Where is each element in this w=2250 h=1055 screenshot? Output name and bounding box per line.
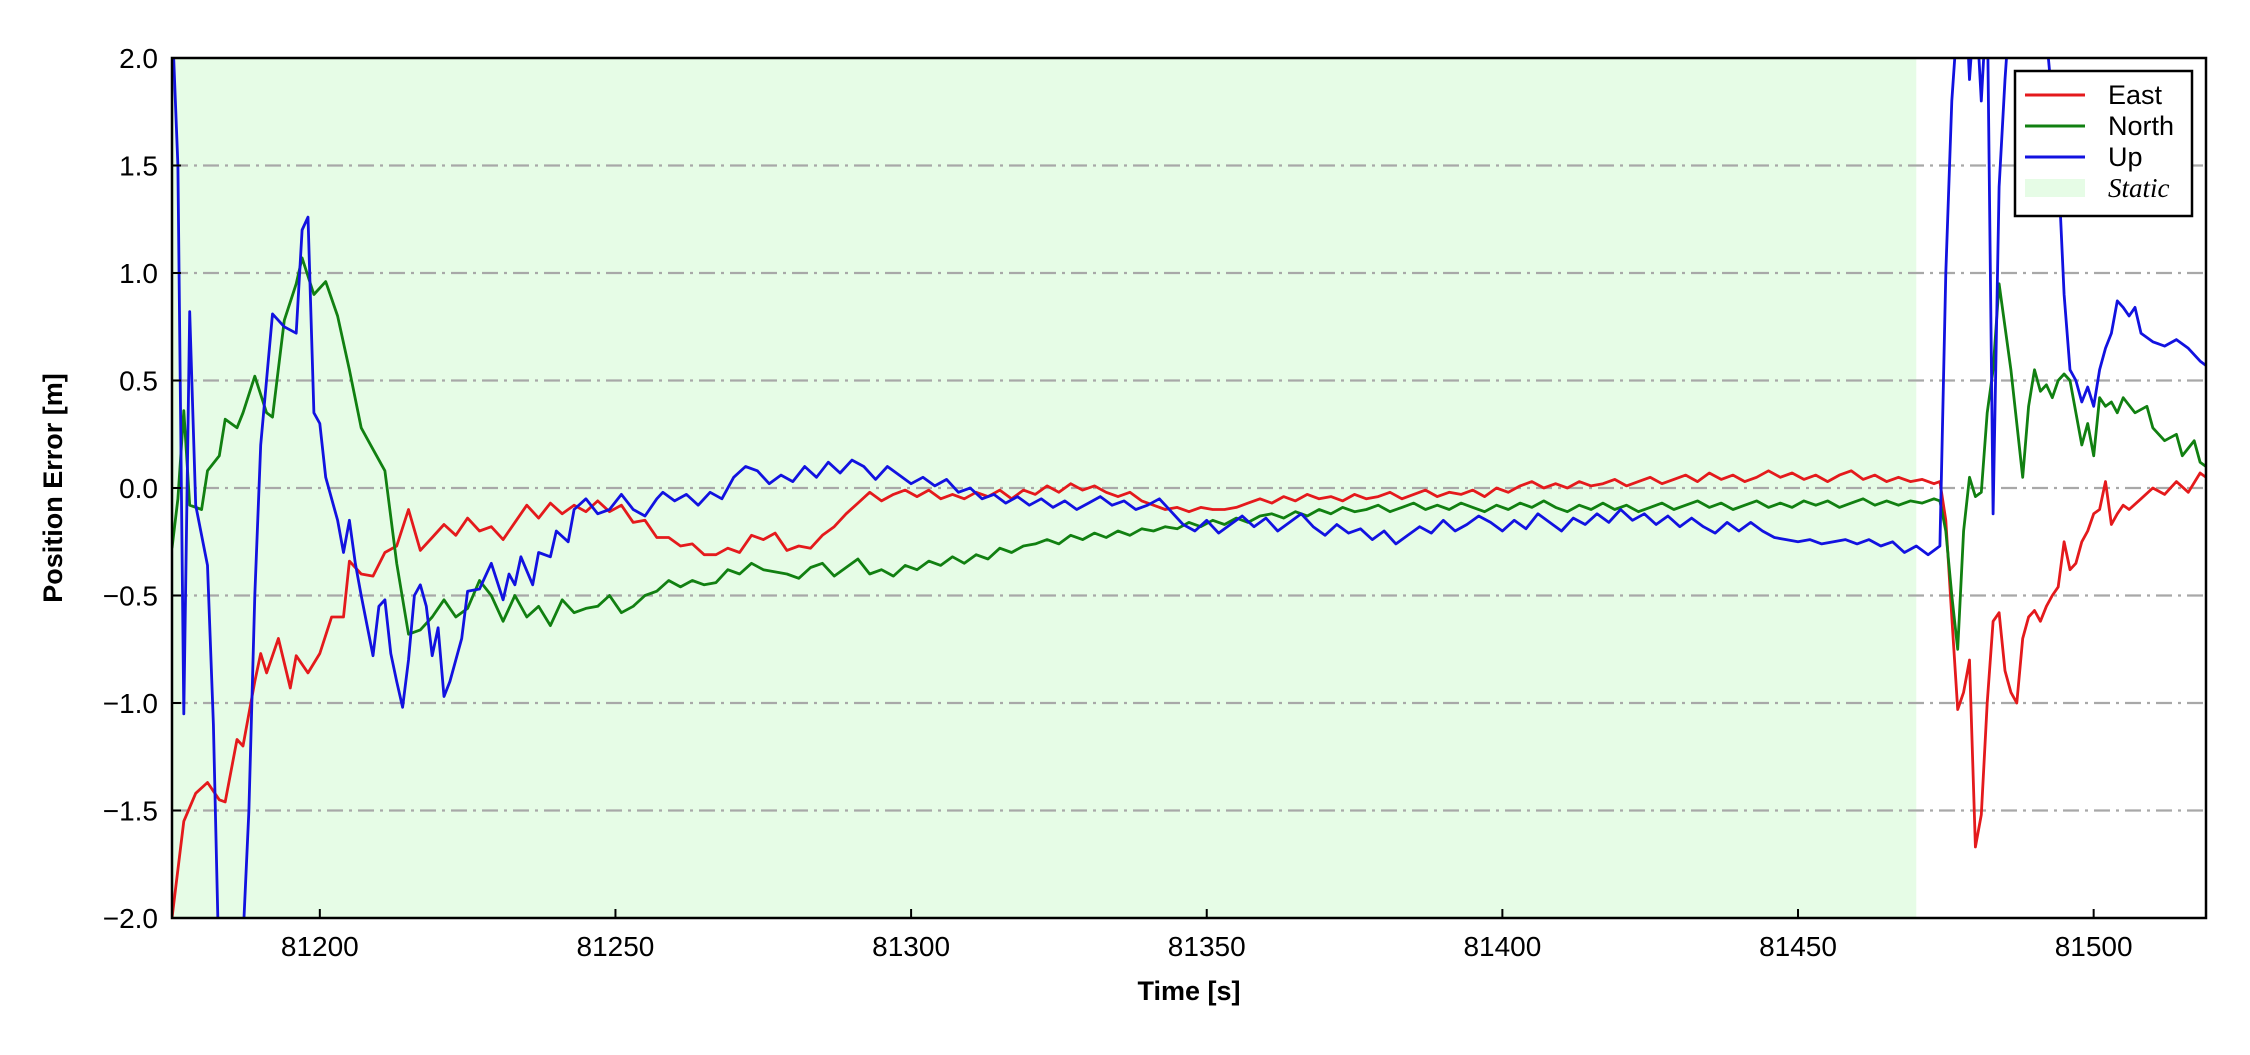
series-up-line	[172, 58, 2206, 918]
legend-label-north: North	[2108, 111, 2174, 141]
y-tick-label: 2.0	[119, 43, 158, 74]
x-tick-label: 81350	[1168, 931, 1246, 962]
legend-swatch-static	[2025, 179, 2085, 197]
legend-label-up: Up	[2108, 142, 2143, 172]
y-tick-label: −0.5	[103, 581, 158, 612]
y-tick-label: 0.5	[119, 366, 158, 397]
x-tick-label: 81400	[1463, 931, 1541, 962]
x-axis-title: Time [s]	[1137, 976, 1240, 1006]
x-tick-label: 81250	[577, 931, 655, 962]
y-tick-label: 1.5	[119, 151, 158, 182]
y-axis-title: Position Error [m]	[38, 373, 68, 603]
x-tick-label: 81500	[2055, 931, 2133, 962]
legend-label-static: Static	[2108, 173, 2170, 203]
y-tick-label: −1.5	[103, 796, 158, 827]
x-tick-label: 81450	[1759, 931, 1837, 962]
y-tick-label: 0.0	[119, 473, 158, 504]
series-east-line	[172, 469, 2206, 918]
x-tick-label: 81300	[872, 931, 950, 962]
y-tick-label: −2.0	[103, 903, 158, 934]
y-tick-label: 1.0	[119, 258, 158, 289]
legend-label-east: East	[2108, 80, 2163, 110]
y-tick-label: −1.0	[103, 688, 158, 719]
series-north-line	[172, 256, 2206, 651]
x-tick-label: 81200	[281, 931, 359, 962]
